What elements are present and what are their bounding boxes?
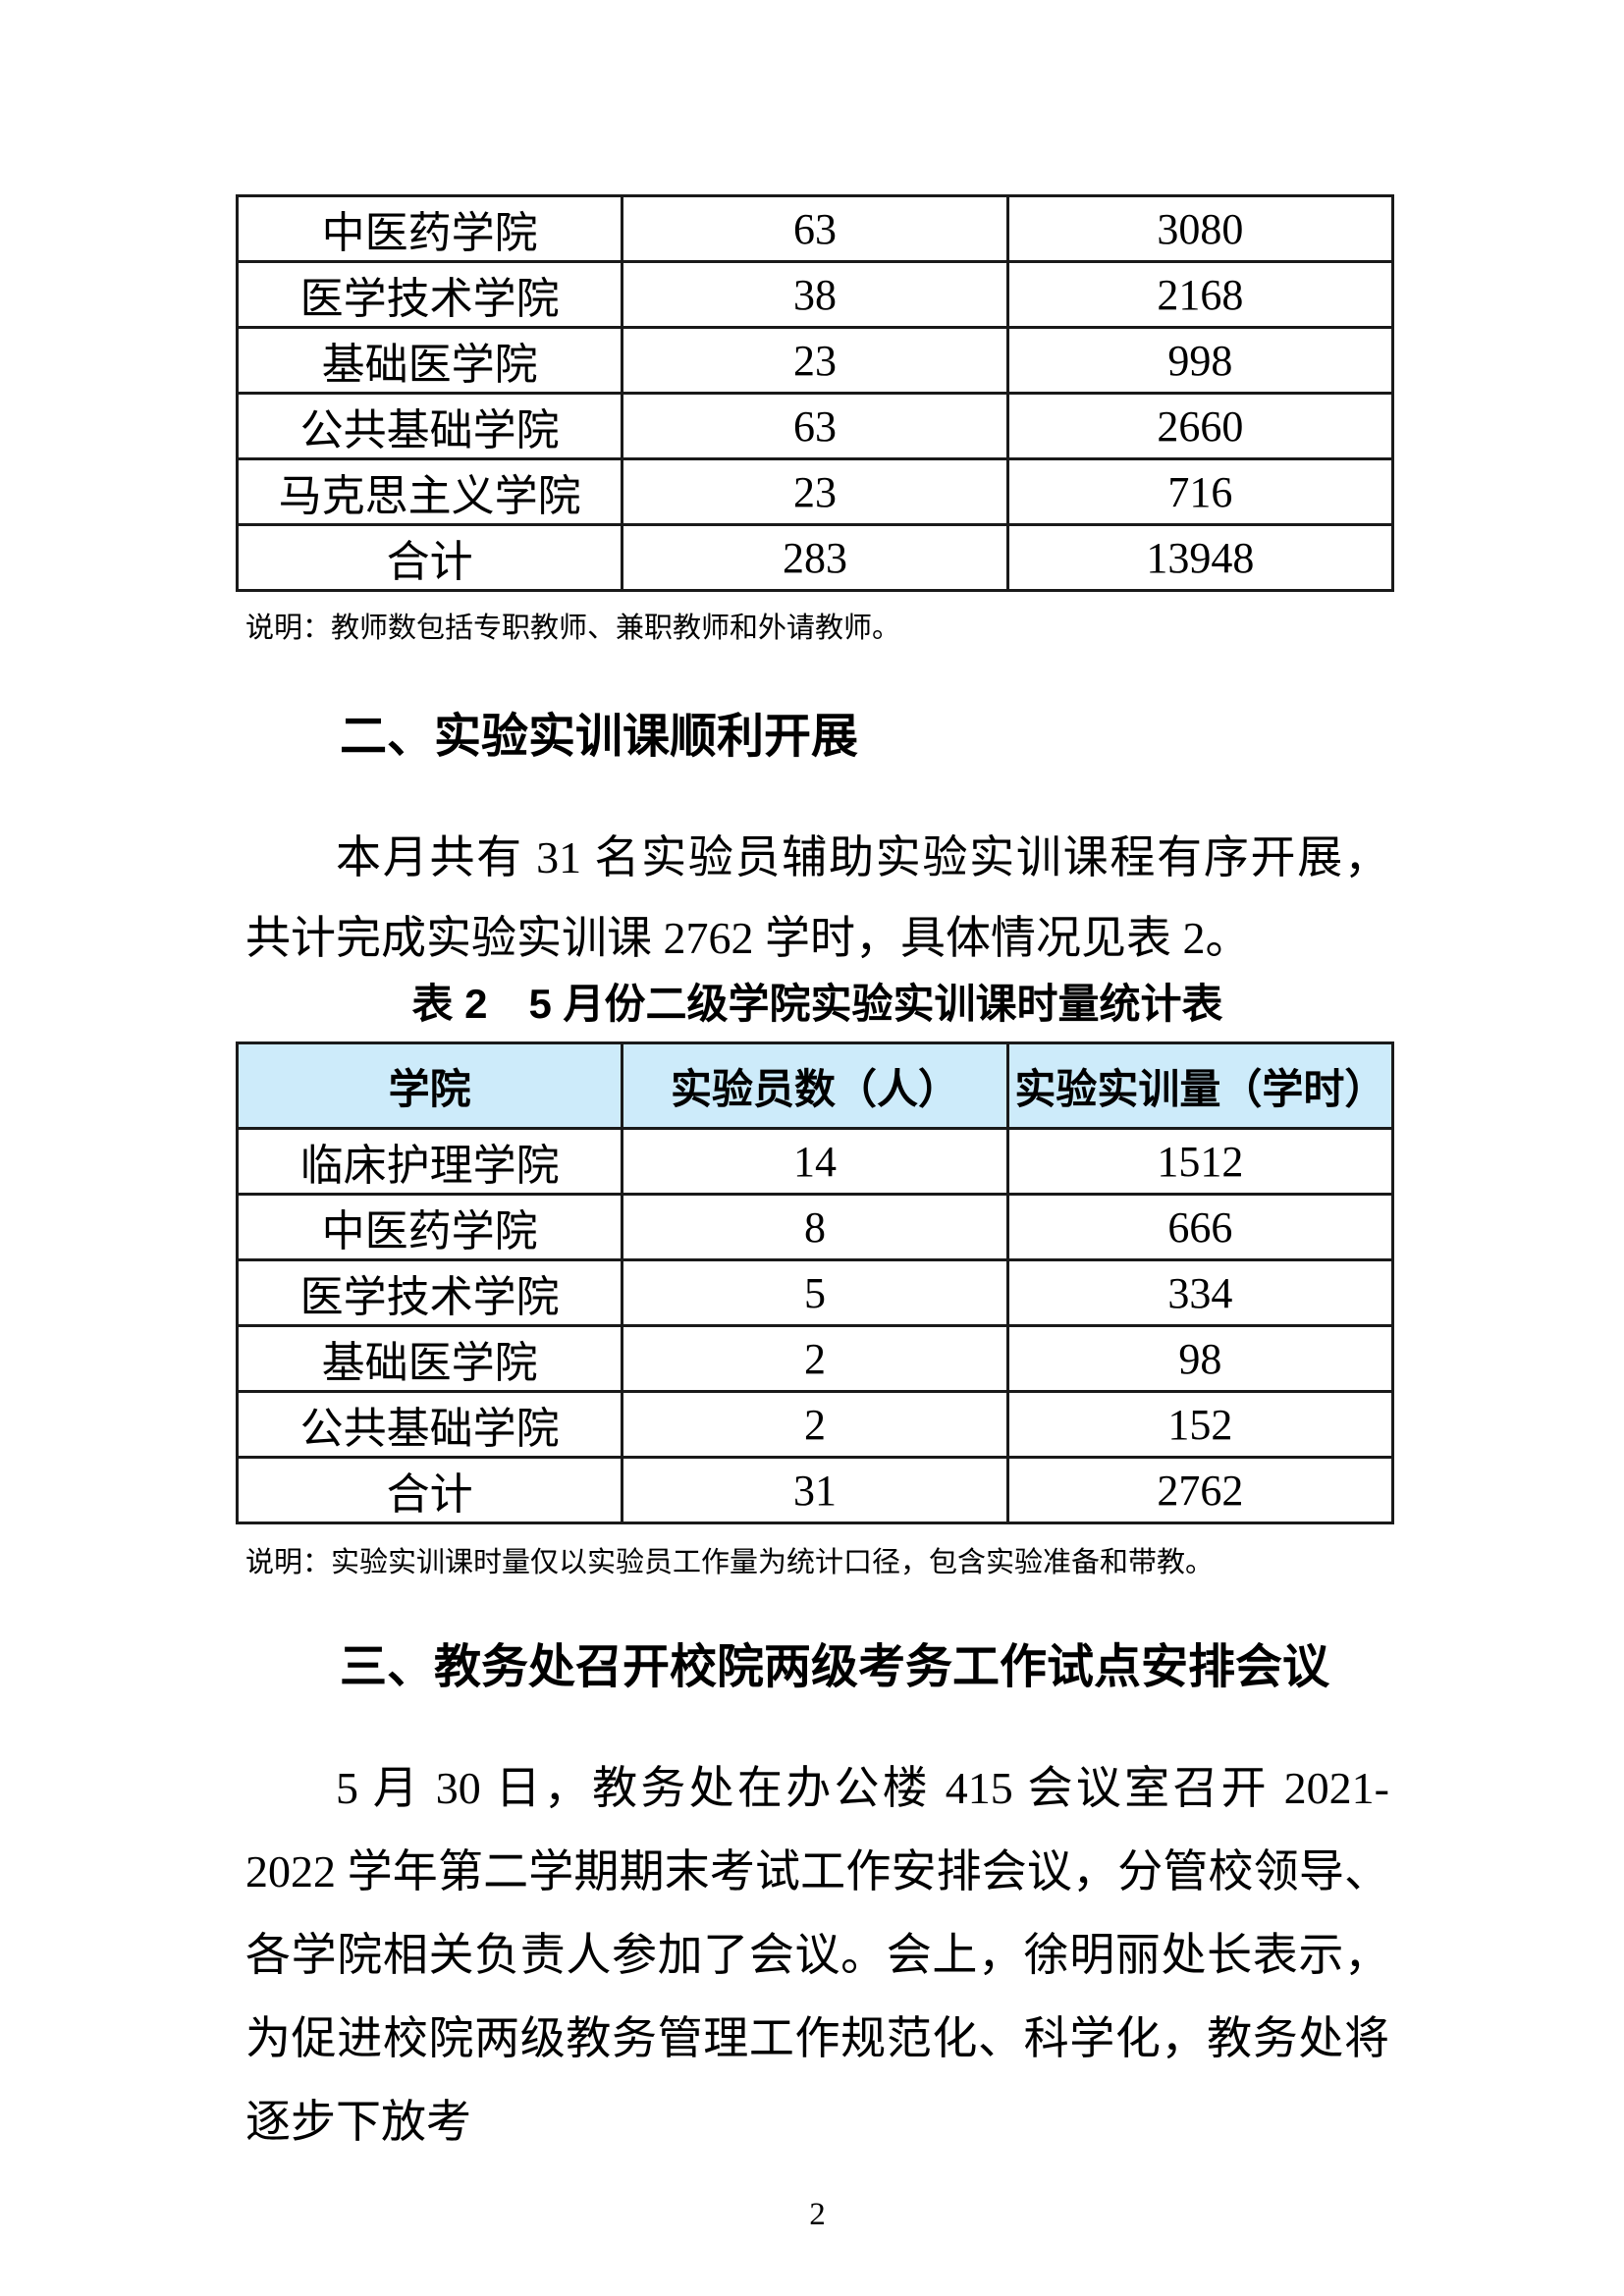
table-row: 医学技术学院 38 2168 bbox=[235, 260, 1395, 329]
teachers-cell: 63 bbox=[621, 194, 1009, 263]
hours-cell: 2168 bbox=[1005, 260, 1395, 329]
hours-cell: 2660 bbox=[1005, 392, 1395, 460]
college-cell: 合计 bbox=[235, 1456, 624, 1524]
header-college: 学院 bbox=[235, 1041, 624, 1130]
teachers-cell: 63 bbox=[621, 392, 1009, 460]
section2-heading: 二、实验实训课顺利开展 bbox=[340, 711, 859, 763]
table-row: 公共基础学院 2 152 bbox=[235, 1390, 1395, 1459]
staff-cell: 2 bbox=[621, 1324, 1009, 1393]
staff-cell: 5 bbox=[621, 1258, 1009, 1327]
table-row: 中医药学院 63 3080 bbox=[235, 194, 1395, 263]
table-row: 基础医学院 2 98 bbox=[235, 1324, 1395, 1393]
hours-cell: 98 bbox=[1005, 1324, 1395, 1393]
table-row: 马克思主义学院 23 716 bbox=[235, 457, 1395, 526]
staff-cell: 14 bbox=[621, 1127, 1009, 1196]
header-staff-count: 实验员数（人） bbox=[621, 1041, 1009, 1130]
hours-cell: 666 bbox=[1005, 1193, 1395, 1261]
college-cell: 医学技术学院 bbox=[235, 260, 624, 329]
staff-cell: 8 bbox=[621, 1193, 1009, 1261]
hours-cell: 716 bbox=[1005, 457, 1395, 526]
table-total-row: 合计 283 13948 bbox=[235, 523, 1395, 592]
table-row: 基础医学院 23 998 bbox=[235, 326, 1395, 395]
staff-cell: 31 bbox=[621, 1456, 1009, 1524]
lab-training-table: 学院 实验员数（人） 实验实训量（学时） 临床护理学院 14 1512 中医药学… bbox=[235, 1041, 1395, 1524]
hours-cell: 334 bbox=[1005, 1258, 1395, 1327]
hours-cell: 2762 bbox=[1005, 1456, 1395, 1524]
teachers-cell: 23 bbox=[621, 457, 1009, 526]
college-cell: 合计 bbox=[235, 523, 624, 592]
hours-cell: 13948 bbox=[1005, 523, 1395, 592]
teacher-stats-table: 中医药学院 63 3080 医学技术学院 38 2168 基础医学院 23 99… bbox=[235, 194, 1395, 592]
teachers-cell: 23 bbox=[621, 326, 1009, 395]
hours-cell: 152 bbox=[1005, 1390, 1395, 1459]
college-cell: 医学技术学院 bbox=[235, 1258, 624, 1327]
table-row: 中医药学院 8 666 bbox=[235, 1193, 1395, 1261]
section3-paragraph: 5 月 30 日，教务处在办公楼 415 会议室召开 2021-2022 学年第… bbox=[245, 1763, 1389, 2147]
hours-cell: 998 bbox=[1005, 326, 1395, 395]
section2-paragraph: 本月共有 31 名实验员辅助实验实训课程有序开展，共计完成实验实训课 2762 … bbox=[245, 832, 1389, 963]
college-cell: 公共基础学院 bbox=[235, 1390, 624, 1459]
teachers-cell: 283 bbox=[621, 523, 1009, 592]
college-cell: 基础医学院 bbox=[235, 326, 624, 395]
college-cell: 中医药学院 bbox=[235, 194, 624, 263]
table-row: 医学技术学院 5 334 bbox=[235, 1258, 1395, 1327]
table-header-row: 学院 实验员数（人） 实验实训量（学时） bbox=[235, 1041, 1395, 1130]
table-row: 公共基础学院 63 2660 bbox=[235, 392, 1395, 460]
page-number: 2 bbox=[809, 2197, 826, 2232]
section3-heading: 三、教务处召开校院两级考务工作试点安排会议 bbox=[340, 1641, 1330, 1693]
college-cell: 临床护理学院 bbox=[235, 1127, 624, 1196]
college-cell: 公共基础学院 bbox=[235, 392, 624, 460]
table2-caption: 表 2 5 月份二级学院实验实训课时量统计表 bbox=[411, 981, 1223, 1027]
college-cell: 马克思主义学院 bbox=[235, 457, 624, 526]
header-training-hours: 实验实训量（学时） bbox=[1005, 1041, 1395, 1130]
table-row: 临床护理学院 14 1512 bbox=[235, 1127, 1395, 1196]
table-total-row: 合计 31 2762 bbox=[235, 1456, 1395, 1524]
college-cell: 基础医学院 bbox=[235, 1324, 624, 1393]
staff-cell: 2 bbox=[621, 1390, 1009, 1459]
teachers-cell: 38 bbox=[621, 260, 1009, 329]
college-cell: 中医药学院 bbox=[235, 1193, 624, 1261]
hours-cell: 3080 bbox=[1005, 194, 1395, 263]
hours-cell: 1512 bbox=[1005, 1127, 1395, 1196]
table2-note: 说明：实验实训课时量仅以实验员工作量为统计口径，包含实验准备和带教。 bbox=[245, 1547, 1215, 1578]
table1-note: 说明：教师数包括专职教师、兼职教师和外请教师。 bbox=[245, 613, 901, 644]
